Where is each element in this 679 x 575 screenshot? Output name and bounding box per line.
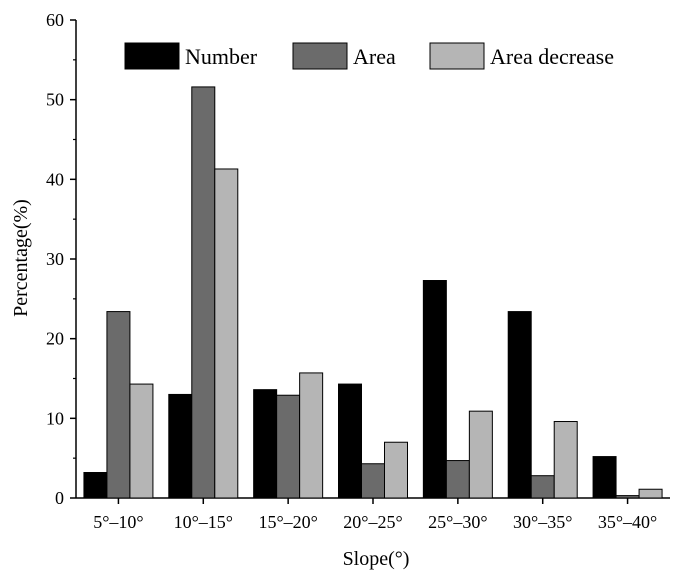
x-tick-label: 10°–15° [174, 512, 233, 532]
y-axis: 0 10 20 30 40 50 60 [46, 10, 76, 508]
plot-area [75, 20, 670, 499]
x-tick-label: 30°–35° [513, 512, 572, 532]
y-tick-label: 60 [46, 10, 64, 30]
x-axis-title: Slope(°) [343, 548, 410, 570]
legend-swatch [292, 42, 348, 70]
bar-number [592, 456, 617, 499]
y-tick-label: 20 [46, 329, 64, 349]
legend-label: Area [353, 44, 396, 69]
bars [83, 86, 663, 499]
bar-area [530, 475, 555, 499]
legend-label: Area decrease [490, 44, 614, 69]
bar-area [276, 394, 301, 499]
bar-area-decrease [299, 372, 324, 499]
y-axis-title: Percentage(%) [10, 199, 32, 317]
bar-number [422, 280, 447, 499]
y-tick-label: 30 [46, 249, 64, 269]
y-tick-label: 0 [55, 488, 64, 508]
x-tick-label: 35°–40° [598, 512, 657, 532]
legend-swatch [429, 42, 485, 70]
bar-area [191, 86, 216, 499]
legend-swatch [124, 42, 180, 70]
bar-area-decrease [638, 488, 663, 499]
bar-number [253, 389, 278, 499]
y-tick-label: 50 [46, 90, 64, 110]
bar-number [83, 472, 108, 499]
x-tick-label: 25°–30° [428, 512, 487, 532]
bar-area-decrease [214, 168, 239, 499]
bar-number [168, 393, 193, 499]
bar-area-decrease [468, 410, 493, 499]
legend: Number Area Area decrease [124, 42, 614, 70]
bar-area [106, 311, 131, 499]
legend-label: Number [185, 44, 258, 69]
x-tick-label: 15°–20° [258, 512, 317, 532]
bar-area-decrease [129, 383, 154, 499]
y-tick-label: 10 [46, 408, 64, 428]
x-axis: 5°–10° 10°–15° 15°–20° 20°–25° 25°–30° 30°–35… [93, 498, 657, 532]
bar-number [338, 383, 362, 499]
bar-area [615, 495, 640, 499]
bar-number [507, 311, 532, 499]
bar-area-decrease [384, 441, 408, 499]
bar-area [445, 460, 470, 499]
bar-area-decrease [553, 421, 578, 499]
x-tick-label: 5°–10° [93, 512, 143, 532]
y-tick-label: 40 [46, 169, 64, 189]
x-tick-label: 20°–25° [343, 512, 402, 532]
bar-area [361, 463, 385, 499]
